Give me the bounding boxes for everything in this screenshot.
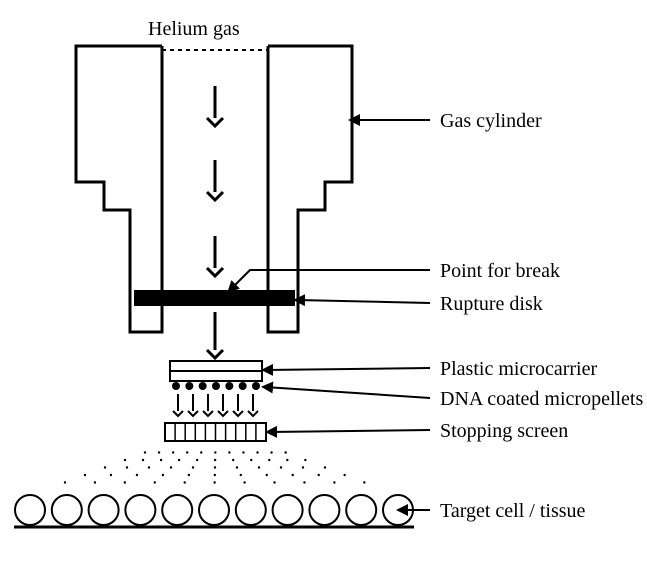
micropellet: [172, 382, 180, 390]
label-helium-gas: Helium gas: [148, 18, 240, 41]
leader-point_for_break: [230, 270, 430, 290]
target-cell: [162, 495, 192, 525]
cylinder-left: [76, 46, 162, 332]
label-gas-cylinder: Gas cylinder: [440, 110, 542, 133]
target-cell: [346, 495, 376, 525]
cylinder-right: [268, 46, 352, 332]
target-cell: [15, 495, 45, 525]
target-cell: [89, 495, 119, 525]
leader-plastic_microcarrier: [265, 368, 430, 370]
rupture-disk: [134, 290, 295, 306]
target-cell: [199, 495, 229, 525]
micropellet: [252, 382, 260, 390]
label-point-for-break: Point for break: [440, 260, 560, 283]
label-rupture-disk: Rupture disk: [440, 293, 543, 316]
target-cell: [125, 495, 155, 525]
label-target-cell: Target cell / tissue: [440, 500, 585, 523]
label-plastic-microcarrier: Plastic microcarrier: [440, 358, 597, 381]
target-cell: [273, 495, 303, 525]
microcarrier-top: [170, 361, 262, 371]
target-cell: [52, 495, 82, 525]
micropellet: [199, 382, 207, 390]
leader-stopping_screen: [269, 430, 430, 432]
micropellet: [185, 382, 193, 390]
leader-dna_micropellets: [265, 387, 430, 398]
label-stopping-screen: Stopping screen: [440, 420, 568, 443]
micropellet: [212, 382, 220, 390]
leader-rupture_disk: [297, 300, 430, 303]
micropellet: [225, 382, 233, 390]
target-cell: [236, 495, 266, 525]
microcarrier-bot: [170, 371, 262, 381]
micropellet: [239, 382, 247, 390]
target-cell: [309, 495, 339, 525]
label-dna-micropellets: DNA coated micropellets: [440, 388, 643, 411]
gene-gun-diagram: [0, 0, 647, 567]
